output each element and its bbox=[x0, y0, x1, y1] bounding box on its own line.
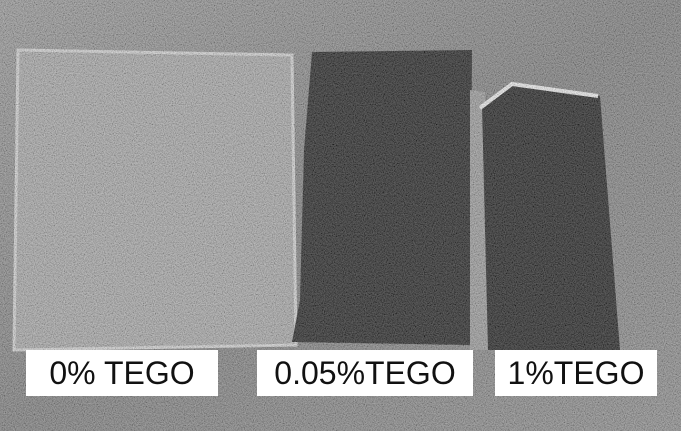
label-0-percent-tego: 0% TEGO bbox=[26, 350, 218, 396]
label-1-percent-tego: 1%TEGO bbox=[495, 350, 657, 396]
label-0-05-percent-tego: 0.05%TEGO bbox=[257, 350, 473, 396]
